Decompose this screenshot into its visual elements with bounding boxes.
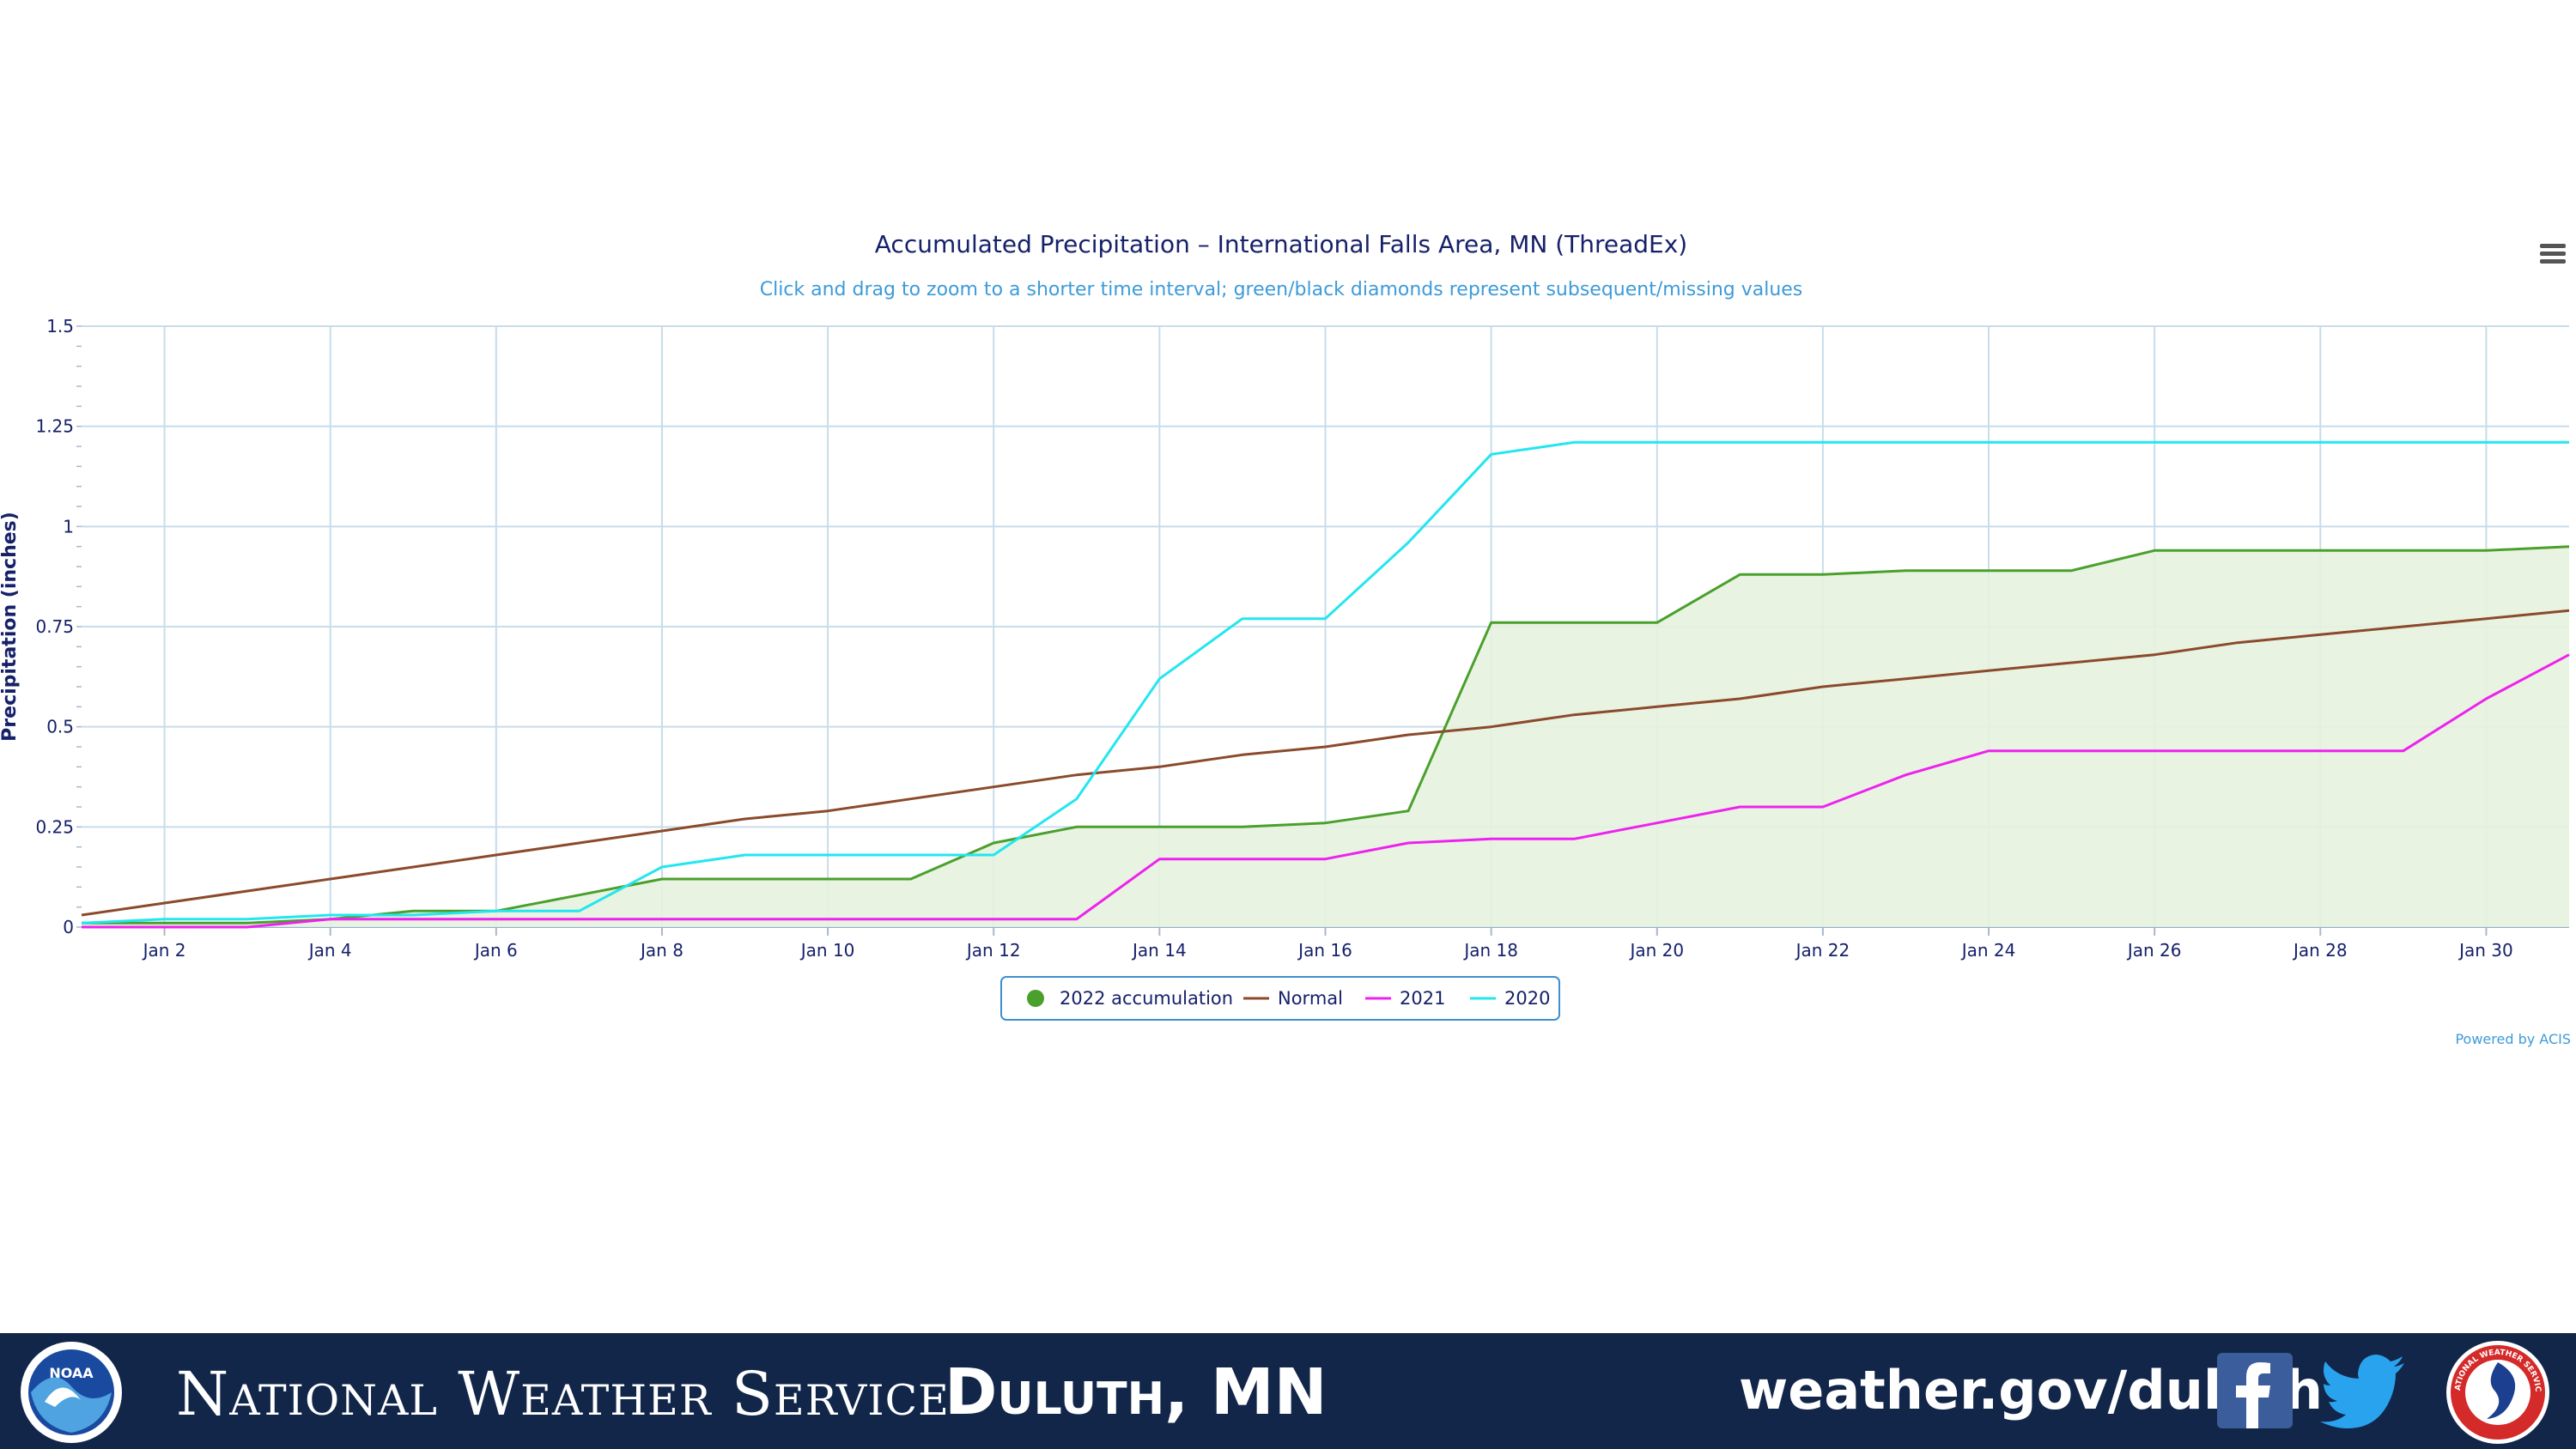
chart-subtitle: Click and drag to zoom to a shorter time… [760, 279, 1803, 300]
y-tick-label: 0.25 [35, 816, 74, 837]
x-tick-label: Jan 20 [1628, 940, 1684, 961]
x-tick-label: Jan 28 [2292, 940, 2348, 961]
x-tick-label: Jan 30 [2458, 940, 2513, 961]
x-tick-label: Jan 4 [307, 940, 352, 961]
y-tick-label: 1.25 [35, 416, 74, 437]
legend-label-3[interactable]: 2020 [1504, 988, 1550, 1009]
series-line-3[interactable] [81, 440, 2569, 925]
legend-label-0[interactable]: 2022 accumulation [1060, 988, 1233, 1009]
series-area-0 [82, 546, 2569, 927]
noaa-logo-text: NOAA [49, 1365, 94, 1381]
y-axis-label: Precipitation (inches) [0, 512, 21, 742]
legend-label-2[interactable]: 2021 [1400, 988, 1445, 1009]
powered-by-credit[interactable]: Powered by ACIS [2455, 1031, 2571, 1047]
x-tick-label: Jan 18 [1462, 940, 1518, 961]
footer-org-name: National Weather Service [176, 1359, 950, 1429]
menu-bar [2540, 252, 2566, 256]
hamburger-menu-icon[interactable] [2538, 240, 2567, 268]
series-line-2[interactable] [82, 653, 2570, 929]
x-tick-label: Jan 22 [1795, 940, 1850, 961]
x-tick-label: Jan 6 [473, 940, 518, 961]
x-tick-label: Jan 16 [1297, 940, 1352, 961]
y-tick-label: 0 [63, 917, 74, 937]
legend-label-1[interactable]: Normal [1278, 988, 1343, 1009]
precipitation-chart[interactable]: Accumulated Precipitation – Internationa… [0, 0, 2576, 1331]
series-lines [81, 440, 2570, 929]
menu-bar [2540, 244, 2566, 248]
twitter-icon[interactable] [2320, 1355, 2406, 1428]
footer-office-name: Duluth, MN [945, 1355, 1327, 1429]
series-line-1[interactable] [81, 609, 2570, 917]
x-tick-label: Jan 8 [639, 940, 683, 961]
legend[interactable]: 2022 accumulation Normal 2021 2020 [1000, 976, 1560, 1021]
legend-box [1000, 976, 1560, 1021]
chart-title: Accumulated Precipitation – Internationa… [875, 230, 1687, 258]
x-tick-label: Jan 10 [799, 940, 855, 961]
axis-ticks: 0 0.25 0.5 0.75 1 1.25 1.5 Jan 2 Jan 4 Jan 6 Jan 8… [35, 316, 2512, 961]
nws-logo-icon[interactable]: NATIONAL WEATHER SERVICE [2445, 1340, 2550, 1445]
x-tick-label: Jan 2 [142, 940, 186, 961]
noaa-logo-icon[interactable]: NOAA [19, 1340, 124, 1445]
y-tick-label: 0.75 [35, 616, 74, 637]
footer-banner: NOAA National Weather Service Duluth, MN… [0, 1333, 2576, 1449]
facebook-icon[interactable] [2217, 1353, 2293, 1428]
y-tick-label: 0.5 [46, 717, 74, 737]
x-tick-label: Jan 14 [1131, 940, 1187, 961]
y-tick-label: 1 [63, 516, 74, 537]
y-tick-label: 1.5 [46, 316, 74, 336]
x-tick-label: Jan 24 [1960, 940, 2016, 961]
area-fill [82, 546, 2569, 927]
legend-marker-0 [1027, 990, 1044, 1007]
menu-bar [2540, 259, 2566, 264]
x-tick-label: Jan 26 [2126, 940, 2182, 961]
x-tick-label: Jan 12 [965, 940, 1021, 961]
